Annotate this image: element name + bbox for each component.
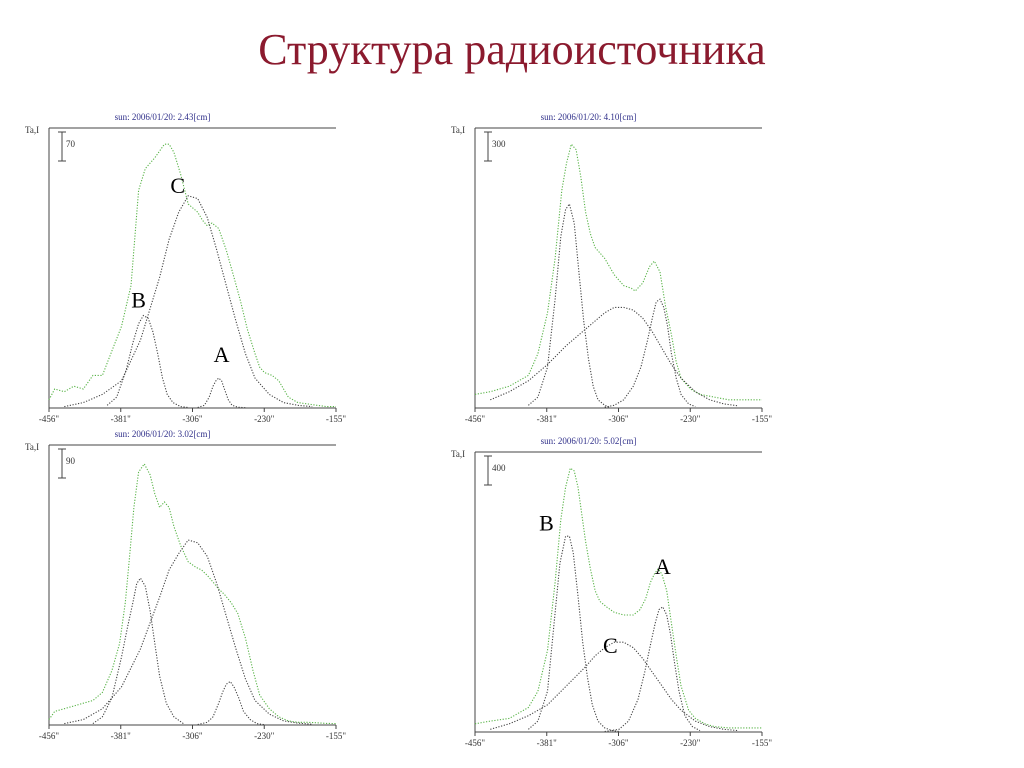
component-a-line <box>604 606 701 733</box>
component-b-line <box>92 577 184 725</box>
sum-profile-line <box>474 467 762 729</box>
chart-title: sun: 2006/01/20: 5.02[cm] <box>541 436 637 446</box>
x-tick-label: -155" <box>326 414 346 424</box>
peak-label-b: B <box>539 511 554 536</box>
x-tick-label: -306" <box>182 731 202 741</box>
component-b-line <box>106 314 189 409</box>
scale-bar-label: 90 <box>66 456 76 466</box>
sum-profile-line <box>474 143 762 401</box>
sum-profile-line <box>48 462 337 725</box>
x-tick-label: -456" <box>39 414 59 424</box>
peak-label-c: C <box>170 173 185 198</box>
peak-label-c: C <box>603 633 618 658</box>
chart-svg: sun: 2006/01/20: 2.43[cm] Ta,I 70 -456" -381… <box>25 112 346 424</box>
y-axis-label: Ta,I <box>451 125 465 135</box>
x-tick-label: -230" <box>254 414 274 424</box>
y-axis-label: Ta,I <box>25 125 39 135</box>
x-tick-label: -155" <box>752 738 772 748</box>
slide-title: Структура радиоисточника <box>258 25 766 74</box>
x-tick-label: -456" <box>39 731 59 741</box>
component-c-line <box>490 306 739 407</box>
peak-label-a: A <box>655 554 671 579</box>
component-b-line <box>528 202 610 408</box>
peak-label-b: B <box>131 287 146 312</box>
chart-panel-3-02cm: sun: 2006/01/20: 3.02[cm] Ta,I 90 -456" -381… <box>20 425 350 745</box>
chart-panel-2-43cm: sun: 2006/01/20: 2.43[cm] Ta,I 70 -456" -381… <box>20 108 350 428</box>
x-tick-label: -456" <box>465 414 485 424</box>
peak-label-a: A <box>214 342 230 367</box>
sum-profile-line <box>48 143 336 408</box>
x-tick-label: -381" <box>537 738 557 748</box>
chart-svg: sun: 2006/01/20: 4.10[cm] Ta,I 300 -456" -38… <box>451 112 772 424</box>
x-tick-label: -381" <box>111 731 131 741</box>
x-tick-label: -306" <box>182 414 202 424</box>
component-a-line <box>197 377 246 409</box>
chart-panel-4-10cm: sun: 2006/01/20: 4.10[cm] Ta,I 300 -456" -38… <box>446 108 776 428</box>
scale-bar-label: 70 <box>66 139 76 149</box>
component-c-line <box>64 539 313 725</box>
chart-panel-5-02cm: sun: 2006/01/20: 5.02[cm] Ta,I 400 -456" -38… <box>446 432 776 752</box>
x-tick-label: -230" <box>680 738 700 748</box>
chart-title: sun: 2006/01/20: 3.02[cm] <box>115 429 211 439</box>
x-tick-label: -155" <box>326 731 346 741</box>
x-tick-label: -155" <box>752 414 772 424</box>
x-tick-label: -381" <box>111 414 131 424</box>
x-tick-label: -456" <box>465 738 485 748</box>
component-a-line <box>197 680 265 726</box>
scale-bar-label: 400 <box>492 463 506 473</box>
chart-title: sun: 2006/01/20: 4.10[cm] <box>541 112 637 122</box>
x-tick-label: -306" <box>608 414 628 424</box>
chart-svg: sun: 2006/01/20: 5.02[cm] Ta,I 400 -456" -38… <box>451 436 772 748</box>
x-tick-label: -230" <box>254 731 274 741</box>
scale-bar-label: 300 <box>492 139 506 149</box>
x-tick-label: -230" <box>680 414 700 424</box>
chart-svg: sun: 2006/01/20: 3.02[cm] Ta,I 90 -456" -381… <box>25 429 346 741</box>
y-axis-label: Ta,I <box>451 449 465 459</box>
y-axis-label: Ta,I <box>25 442 39 452</box>
x-tick-label: -306" <box>608 738 628 748</box>
chart-title: sun: 2006/01/20: 2.43[cm] <box>115 112 211 122</box>
x-tick-label: -381" <box>537 414 557 424</box>
component-a-line <box>604 298 696 408</box>
